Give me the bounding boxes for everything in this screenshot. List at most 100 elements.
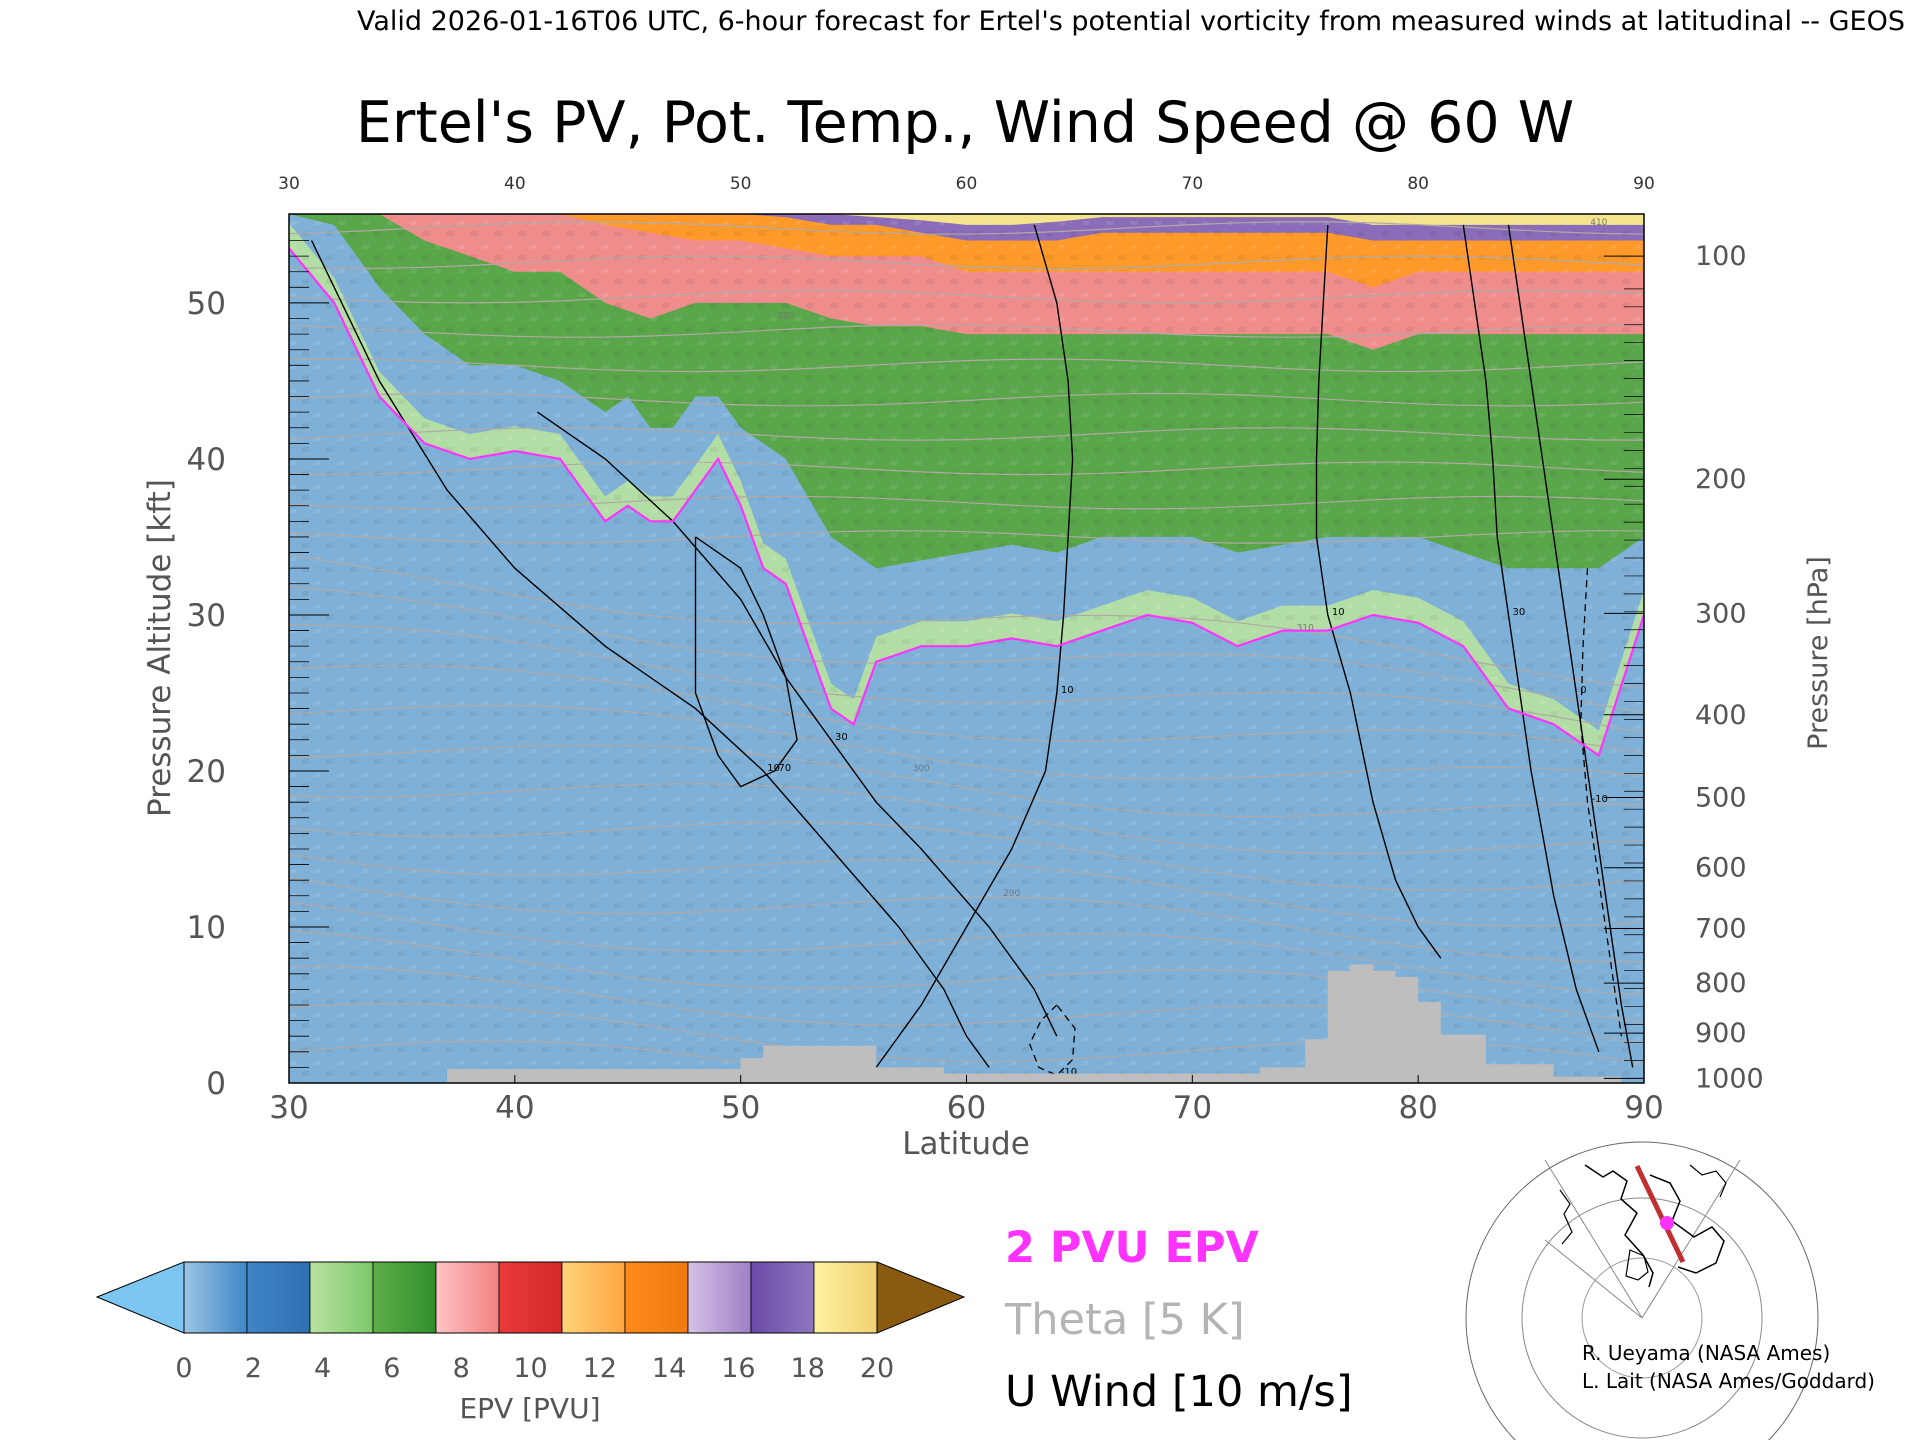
u-wind-label-4: 10	[1332, 607, 1345, 618]
locator-map-meridian-1	[1544, 1159, 1643, 1319]
colorbar-tick-7: 14	[652, 1353, 686, 1384]
y-tick-labels: 0 10 20 30 40 50	[187, 286, 226, 1102]
pressure-tick-label-3: 400	[1695, 700, 1747, 731]
x-tick-label-0: 30	[269, 1090, 308, 1126]
colorbar-bin-6	[561, 1261, 626, 1334]
colorbar-over-arrow	[876, 1261, 966, 1334]
colorbar-tick-9: 18	[791, 1353, 825, 1384]
locator-map-meridian-3	[1544, 1239, 1643, 1319]
colorbar-bin-9	[750, 1261, 815, 1334]
theta-contour-21	[289, 324, 1644, 338]
pressure-tick-label-4: 500	[1695, 782, 1747, 813]
axis-ticks	[288, 240, 1645, 1084]
colorbar-tick-5: 10	[513, 1353, 547, 1384]
theta-contour-4	[289, 901, 1644, 996]
u-wind-contour-5	[1507, 224, 1634, 1068]
u-wind-neg-contour-0	[1580, 568, 1623, 1037]
locator-map-circle-outer	[1465, 1141, 1819, 1440]
theta-contour-8	[289, 783, 1644, 855]
colorbar-bin-8	[687, 1261, 752, 1334]
u-wind-label-5: 0	[1580, 685, 1586, 696]
y-tick-label-0: 0	[206, 1066, 226, 1102]
plot-frame	[288, 213, 1645, 1084]
plot-texture	[289, 214, 1644, 1083]
x-top-tick-label-4: 70	[1182, 174, 1204, 194]
theta-contour-24	[289, 221, 1644, 235]
x-top-tick-label-5: 80	[1407, 174, 1429, 194]
pressure-tick-label-7: 800	[1695, 968, 1747, 999]
u-wind-label-2: 70	[779, 763, 792, 774]
colorbar-tick-4: 8	[453, 1353, 470, 1384]
u-wind-label-3: 10	[1061, 685, 1074, 696]
y2-axis-label: Pressure [hPa]	[1803, 556, 1834, 750]
colorbar-tick-labels: 0 2 4 6 8 10 12 14 16 18 20	[175, 1353, 894, 1384]
colorbar-bin-5	[498, 1261, 563, 1334]
theta-label-2: 310	[1297, 624, 1314, 634]
locator-map-coastline-1	[1584, 1164, 1654, 1288]
u-wind-label-6: 30	[1513, 607, 1526, 618]
legend: 2 PVU EPV Theta [5 K] U Wind [10 m/s]	[1004, 1223, 1353, 1417]
theta-contour-15	[289, 530, 1644, 544]
x-top-tick-label-2: 50	[730, 174, 752, 194]
pressure-tick-labels: 100 200 300 400 500 600 700 800 900 1000	[1695, 241, 1764, 1094]
legend-uwind: U Wind [10 m/s]	[1005, 1367, 1353, 1417]
chart-title: Ertel's PV, Pot. Temp., Wind Speed @ 60 …	[356, 90, 1574, 156]
colorbar-bin-2	[309, 1261, 374, 1334]
locator-map-coastline-3	[1689, 1164, 1727, 1198]
theta-contour-18	[289, 427, 1644, 441]
theta-label-0: 290	[1003, 889, 1020, 899]
locator-map-coastline-2	[1649, 1174, 1725, 1274]
u-wind-label-1: 30	[835, 732, 848, 743]
pressure-tick-label-8: 900	[1695, 1018, 1747, 1049]
pressure-tick-label-6: 700	[1695, 914, 1747, 945]
pressure-tick-label-9: 1000	[1695, 1063, 1764, 1094]
x-top-tick-label-1: 40	[504, 174, 526, 194]
colorbar-bin-10	[813, 1261, 878, 1334]
colorbar-tick-0: 0	[175, 1353, 192, 1384]
x-tick-label-5: 80	[1398, 1090, 1437, 1126]
colorbar-tick-10: 20	[860, 1353, 894, 1384]
locator-map-meridian-2	[1641, 1159, 1741, 1319]
x-tick-label-6: 90	[1624, 1090, 1663, 1126]
pressure-tick-label-1: 200	[1695, 464, 1747, 495]
colorbar-bins	[183, 1261, 878, 1334]
colorbar-bin-4	[435, 1261, 500, 1334]
colorbar-bin-1	[246, 1261, 311, 1334]
theta-contour-5	[289, 876, 1644, 963]
colorbar-tick-1: 2	[245, 1353, 262, 1384]
colorbar-tick-6: 12	[583, 1353, 617, 1384]
colorbar-bin-7	[624, 1261, 689, 1334]
tropopause-line	[289, 247, 1644, 758]
pressure-tick-label-0: 100	[1695, 241, 1747, 272]
y-tick-label-3: 30	[187, 598, 226, 634]
theta-contour-19	[289, 392, 1644, 407]
y-tick-label-5: 50	[187, 286, 226, 322]
tropopause-2pvu-line	[289, 247, 1644, 758]
y-axis-label: Pressure Altitude [kft]	[142, 479, 178, 817]
theta-contour-7	[289, 821, 1644, 891]
colorbar-bin-3	[372, 1261, 437, 1334]
locator-map-coastline-5	[1625, 1249, 1649, 1281]
theta-label-1: 300	[913, 764, 930, 774]
legend-epv: 2 PVU EPV	[1005, 1223, 1259, 1273]
u-wind-contour-1	[537, 411, 1058, 1037]
y-tick-label-4: 40	[187, 442, 226, 478]
u-wind-contour-0	[310, 240, 990, 1068]
u-wind-contour-3	[875, 224, 1074, 1068]
u-wind-neg-label-1: -10	[1061, 1067, 1077, 1078]
x-top-tick-label-3: 60	[956, 174, 978, 194]
theta-label-3: 380	[777, 312, 794, 322]
pressure-tick-label-5: 600	[1695, 853, 1747, 884]
theta-contour-14	[289, 554, 1644, 689]
x-tick-label-2: 50	[721, 1090, 760, 1126]
theta-contour-17	[289, 461, 1644, 476]
x-top-tick-label-6: 90	[1633, 174, 1655, 194]
x-tick-labels: 30 40 50 60 70 80 90	[269, 1090, 1663, 1126]
y-tick-label-1: 10	[187, 910, 226, 946]
locator-map-section-marker	[1660, 1216, 1674, 1230]
theta-label-4: 410	[1590, 218, 1607, 228]
